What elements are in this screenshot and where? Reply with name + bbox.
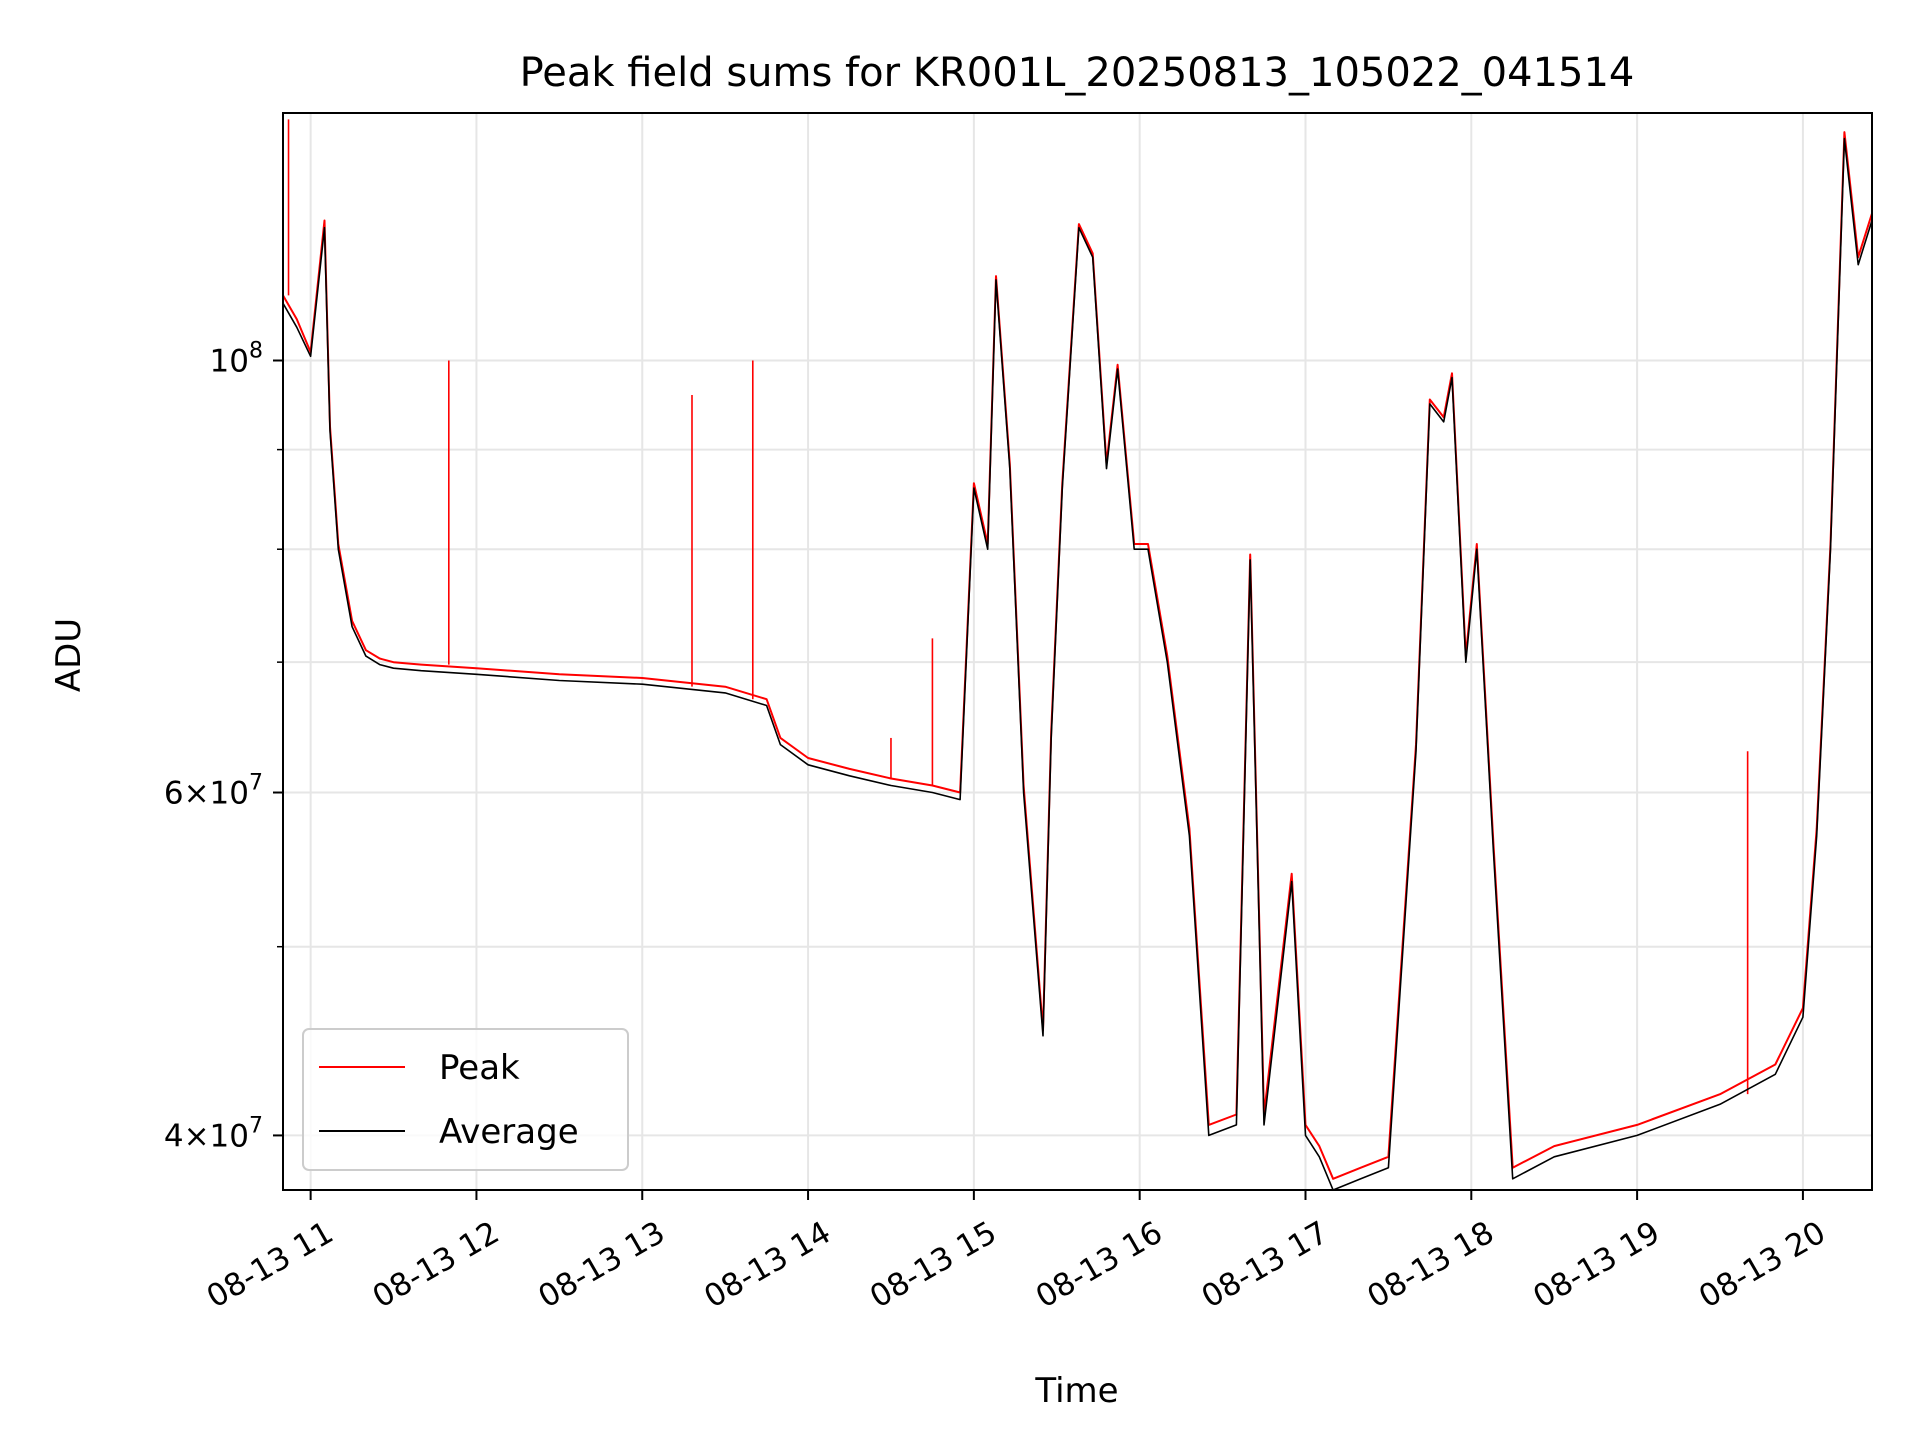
x-tick-label: 08-13 17 [1196,1215,1335,1316]
y-tick-label: 108 [210,339,263,380]
chart-title: Peak field sums for KR001L_20250813_1050… [520,50,1635,96]
legend-label-peak: Peak [439,1048,520,1088]
series-line-average [283,137,1872,1190]
x-tick-label: 08-13 15 [864,1215,1003,1316]
x-tick-label: 08-13 16 [1030,1215,1169,1316]
x-tick-label: 08-13 14 [698,1215,837,1316]
plot-frame [282,112,1873,1191]
x-tick-label: 08-13 20 [1693,1215,1832,1316]
x-axis-label: Time [1034,1371,1118,1411]
x-tick-label: 08-13 12 [367,1215,506,1316]
y-axis-label: ADU [49,618,89,692]
y-tick-label: 6×107 [164,771,263,812]
x-tick-label: 08-13 19 [1527,1215,1666,1316]
x-tick-label: 08-13 13 [532,1215,671,1316]
legend: Peak Average [302,1028,629,1171]
x-tick-label: 08-13 18 [1361,1215,1500,1316]
series-line-peak [283,131,1872,1180]
series-layer [283,119,1872,1190]
legend-box [302,1028,629,1171]
grid [283,113,1872,1190]
legend-label-average: Average [439,1112,579,1152]
y-tick-label: 4×107 [164,1113,263,1154]
x-tick-label: 08-13 11 [201,1215,340,1316]
